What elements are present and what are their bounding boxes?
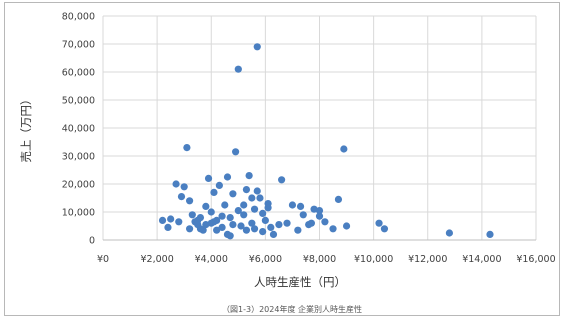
data-point <box>164 223 172 231</box>
data-point <box>375 219 383 227</box>
data-point <box>445 229 453 237</box>
data-point <box>177 193 186 201</box>
y-tick-label: 10,000 <box>62 208 95 219</box>
data-point <box>269 230 278 238</box>
data-point <box>196 225 205 233</box>
data-point <box>210 188 218 196</box>
data-point <box>486 230 494 238</box>
data-point <box>264 204 272 212</box>
data-point <box>183 144 191 152</box>
data-point <box>175 218 183 226</box>
data-point <box>226 214 234 222</box>
x-tick-label: ¥6,000 <box>249 254 282 265</box>
data-point <box>194 216 202 224</box>
data-point <box>256 194 264 202</box>
data-point <box>226 232 234 240</box>
data-point <box>288 201 297 209</box>
data-point <box>221 201 229 209</box>
data-point <box>248 194 256 202</box>
data-point <box>210 218 218 226</box>
data-point <box>213 226 221 234</box>
data-point <box>202 221 210 229</box>
data-point <box>253 187 261 195</box>
data-points <box>158 43 494 240</box>
x-tick-label: ¥2,000 <box>141 254 174 265</box>
tick-labels: 0 10,000 20,000 30,000 40,000 50,000 60,000 70,… <box>62 12 556 266</box>
data-point <box>240 201 248 209</box>
data-point <box>204 174 213 182</box>
data-point <box>172 180 180 188</box>
data-point <box>250 225 259 233</box>
data-point <box>307 219 315 227</box>
data-point <box>207 208 215 216</box>
x-tick-label: ¥0 <box>97 254 109 265</box>
x-tick-label: ¥8,000 <box>303 254 336 265</box>
data-point <box>188 211 196 219</box>
x-tick-label: ¥12,000 <box>408 254 447 265</box>
data-point <box>315 207 324 215</box>
data-point <box>186 197 194 205</box>
grid-lines <box>102 15 537 241</box>
y-tick-label: 70,000 <box>62 40 95 51</box>
data-point <box>215 181 223 189</box>
y-tick-label: 0 <box>89 236 95 247</box>
data-point <box>248 219 256 227</box>
data-point <box>310 205 318 213</box>
data-point <box>242 226 251 234</box>
data-point <box>329 225 337 233</box>
data-point <box>218 212 226 220</box>
y-tick-label: 20,000 <box>62 180 95 191</box>
data-point <box>158 216 167 224</box>
data-point <box>229 190 237 198</box>
data-point <box>167 215 175 223</box>
x-axis-label: 人時生産性（円） <box>254 275 346 289</box>
y-tick-label: 50,000 <box>62 96 95 107</box>
chart-caption: （図1-3）2024年度 企業別人時生産性 <box>222 304 362 314</box>
y-tick-label: 30,000 <box>62 152 95 163</box>
chart-frame <box>4 2 560 316</box>
data-point <box>334 195 343 203</box>
data-point <box>275 221 283 229</box>
data-point <box>245 172 253 180</box>
data-point <box>234 207 242 215</box>
data-point <box>340 145 348 153</box>
data-point <box>234 65 242 73</box>
data-point <box>261 216 269 224</box>
y-axis-label: 売上（万円） <box>19 94 33 163</box>
data-point <box>380 225 389 233</box>
data-point <box>315 212 324 220</box>
data-point <box>296 202 305 210</box>
x-tick-label: ¥4,000 <box>195 254 228 265</box>
data-point <box>242 186 251 194</box>
data-point <box>250 205 259 213</box>
data-point <box>186 225 194 233</box>
data-point <box>232 148 240 156</box>
data-point <box>229 221 237 229</box>
x-tick-label: ¥14,000 <box>462 254 501 265</box>
data-point <box>259 209 267 217</box>
data-point <box>299 211 307 219</box>
data-point <box>259 228 267 236</box>
y-tick-label: 80,000 <box>62 12 95 23</box>
x-tick-label: ¥16,000 <box>516 254 555 265</box>
data-point <box>283 219 291 227</box>
data-point <box>294 226 302 234</box>
data-point <box>253 43 261 51</box>
data-point <box>218 223 226 231</box>
data-point <box>180 183 188 191</box>
data-point <box>342 222 351 230</box>
data-point <box>240 211 248 219</box>
y-tick-label: 60,000 <box>62 68 95 79</box>
data-point <box>321 218 329 226</box>
x-tick-label: ¥10,000 <box>354 254 393 265</box>
data-point <box>267 223 275 231</box>
data-point <box>202 202 210 210</box>
data-point <box>223 173 232 181</box>
y-tick-label: 40,000 <box>62 124 95 135</box>
data-point <box>237 222 245 230</box>
data-point <box>278 176 286 184</box>
